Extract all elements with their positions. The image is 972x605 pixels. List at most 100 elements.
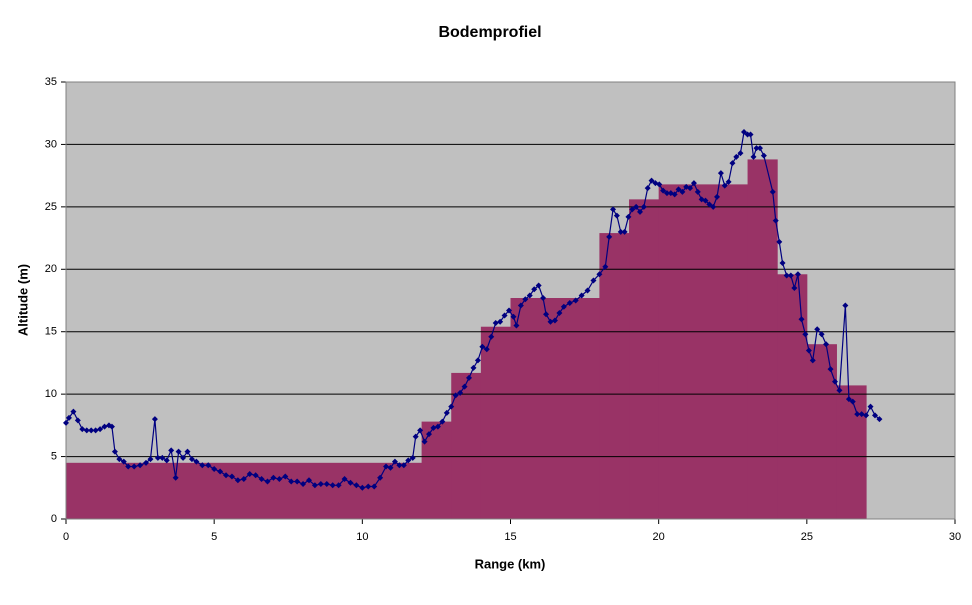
point-marker bbox=[590, 277, 597, 284]
point-marker bbox=[439, 418, 446, 425]
point-marker bbox=[383, 463, 390, 470]
point-marker bbox=[501, 312, 508, 319]
step-bar bbox=[629, 199, 660, 519]
x-tick-label: 10 bbox=[356, 531, 368, 543]
point-marker bbox=[497, 318, 504, 325]
x-axis-title: Range (km) bbox=[475, 556, 546, 571]
step-bar bbox=[777, 274, 808, 519]
point-marker bbox=[721, 182, 728, 189]
point-marker bbox=[470, 364, 477, 371]
point-marker bbox=[143, 459, 150, 466]
point-marker bbox=[836, 387, 843, 394]
point-marker bbox=[163, 457, 170, 464]
y-tick-label: 15 bbox=[45, 326, 57, 338]
point-marker bbox=[154, 454, 161, 461]
point-marker bbox=[457, 389, 464, 396]
point-marker bbox=[391, 458, 398, 465]
y-tick-label: 20 bbox=[45, 263, 57, 275]
point-marker bbox=[461, 383, 468, 390]
x-tick-label: 15 bbox=[504, 531, 516, 543]
point-marker bbox=[621, 228, 628, 235]
point-marker bbox=[452, 392, 459, 399]
point-marker bbox=[737, 150, 744, 157]
point-marker bbox=[671, 191, 678, 198]
point-marker bbox=[83, 427, 90, 434]
point-marker bbox=[629, 206, 636, 213]
point-marker bbox=[640, 203, 647, 210]
point-marker bbox=[365, 483, 372, 490]
point-marker bbox=[794, 271, 801, 278]
point-marker bbox=[347, 479, 354, 486]
point-marker bbox=[323, 481, 330, 488]
y-tick-label: 5 bbox=[51, 450, 57, 462]
point-marker bbox=[211, 466, 218, 473]
point-marker bbox=[845, 396, 852, 403]
point-marker bbox=[282, 473, 289, 480]
point-marker bbox=[234, 477, 241, 484]
point-marker bbox=[300, 481, 307, 488]
point-marker bbox=[610, 206, 617, 213]
y-tick-label: 10 bbox=[45, 388, 57, 400]
point-marker bbox=[747, 131, 754, 138]
point-marker bbox=[120, 458, 127, 465]
point-marker bbox=[679, 188, 686, 195]
point-marker bbox=[606, 233, 613, 240]
point-marker bbox=[714, 193, 721, 200]
point-marker bbox=[753, 145, 760, 152]
step-bar bbox=[806, 344, 837, 519]
point-marker bbox=[193, 458, 200, 465]
point-marker bbox=[717, 170, 724, 177]
point-marker bbox=[217, 468, 224, 475]
point-marker bbox=[180, 454, 187, 461]
point-marker bbox=[760, 152, 767, 159]
point-marker bbox=[636, 208, 643, 215]
point-marker bbox=[434, 423, 441, 430]
point-marker bbox=[417, 427, 424, 434]
point-marker bbox=[79, 426, 86, 433]
point-marker bbox=[88, 427, 95, 434]
point-marker bbox=[687, 185, 694, 192]
y-tick-label: 25 bbox=[45, 201, 57, 213]
point-marker bbox=[147, 456, 154, 463]
point-marker bbox=[479, 343, 486, 350]
point-marker bbox=[776, 238, 783, 245]
x-tick-label: 0 bbox=[63, 531, 69, 543]
point-marker bbox=[656, 181, 663, 188]
point-marker bbox=[405, 457, 412, 464]
point-marker bbox=[827, 366, 834, 373]
point-marker bbox=[159, 454, 166, 461]
point-marker bbox=[798, 316, 805, 323]
point-marker bbox=[430, 424, 437, 431]
plot-border bbox=[65, 81, 956, 520]
point-marker bbox=[535, 282, 542, 289]
point-marker bbox=[547, 318, 554, 325]
point-marker bbox=[371, 483, 378, 490]
point-marker bbox=[466, 374, 473, 381]
point-marker bbox=[276, 476, 283, 483]
point-marker bbox=[644, 185, 651, 192]
y-tick-label: 35 bbox=[45, 76, 57, 88]
chart-title: Bodemprofiel bbox=[438, 24, 541, 41]
step-bar bbox=[421, 421, 452, 519]
point-marker bbox=[409, 454, 416, 461]
step-bar bbox=[480, 326, 511, 519]
point-marker bbox=[329, 482, 336, 489]
step-bar bbox=[658, 184, 749, 519]
point-marker bbox=[311, 482, 318, 489]
point-marker bbox=[831, 378, 838, 385]
point-marker bbox=[92, 427, 99, 434]
point-marker bbox=[560, 303, 567, 310]
point-marker bbox=[483, 346, 490, 353]
point-marker bbox=[823, 341, 830, 348]
point-marker bbox=[448, 403, 455, 410]
step-bar bbox=[66, 462, 423, 519]
point-marker bbox=[842, 302, 849, 309]
point-marker bbox=[690, 180, 697, 187]
point-marker bbox=[578, 292, 585, 299]
point-marker bbox=[377, 474, 384, 481]
point-marker bbox=[168, 447, 175, 454]
point-marker bbox=[522, 296, 529, 303]
y-axis-title: Altitude (m) bbox=[15, 264, 30, 336]
point-marker bbox=[526, 292, 533, 299]
point-marker bbox=[426, 431, 433, 438]
